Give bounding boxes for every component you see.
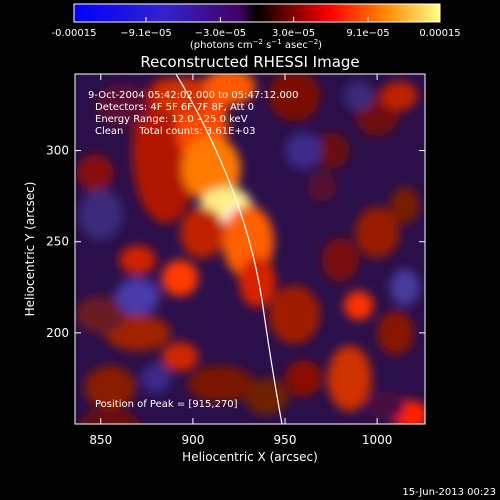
y-axis-ticks: 200 250 300 [46,144,425,340]
heatmap-blob [75,296,127,333]
energy-range-text: Energy Range: 12.0 - 25.0 keV [95,114,248,125]
heatmap-blob [161,341,199,372]
y-tick-label: 300 [46,144,69,158]
heatmap-blob [141,363,171,394]
heatmap-blob [161,259,199,297]
heatmap-blob [285,132,322,169]
heatmap-blob [119,245,157,275]
colorbar [73,3,441,23]
solar-limb-line [175,74,283,424]
peak-position-text: Position of Peak = [915,270] [95,399,238,410]
heatmap-blob [203,74,256,105]
x-tick-label: 900 [181,433,204,447]
x-tick-label: 850 [89,433,112,447]
y-axis-label: Heliocentric Y (arcsec) [23,182,37,317]
annotation-block: 9-Oct-2004 05:42:02.000 to 05:47:12.000 … [88,90,299,410]
heatmap-blob [380,81,418,111]
colorbar-tick-label: -0.00015 [52,28,97,39]
colorbar-tick-label: 3.0e−05 [272,28,315,39]
heatmap-blob [307,172,337,202]
heatmap-blob [238,256,276,308]
heatmap-blob [390,269,420,306]
heatmap-blob [312,132,350,169]
y-tick-label: 200 [46,326,69,340]
heatmap-blob [321,238,359,282]
heatmap-blob [390,187,420,224]
heatmap-blob [154,77,214,115]
heatmap-blob [78,188,123,240]
colorbar-tick-label: −3.0e−05 [195,28,247,39]
method-counts-text: Clean Total counts: 3.61E+03 [95,126,255,137]
footer-date: 15-Jun-2013 00:23 [402,487,496,498]
detectors-text: Detectors: 4F 5F 6F 7F 8F, Att 0 [95,102,254,113]
heatmap-blob [76,154,114,191]
colorbar-unit-label: (photons cm−2 s−1 asec−2) [190,38,322,51]
heatmap-blob [97,83,149,127]
colorbar-tick-label: −9.1e−05 [120,28,172,39]
colorbar-ticks: -0.00015 −9.1e−05 −3.0e−05 3.0e−05 9.1e−05 0.… [52,17,461,39]
x-tick-label: 950 [274,433,297,447]
time-range-text: 9-Oct-2004 05:42:02.000 to 05:47:12.000 [88,90,299,101]
heatmap-blob [343,81,374,111]
heatmap-blob [355,207,400,259]
heatmap-blob [187,365,254,403]
heatmap-blob [181,135,241,202]
x-axis-label: Heliocentric X (arcsec) [182,450,318,464]
heatmap-blob [244,378,289,415]
x-axis-ticks: 850 900 950 1000 [89,74,392,447]
colorbar-tick-label: 0.00015 [419,28,460,39]
colorbar-tick-label: 9.1e−05 [346,28,389,39]
heatmap-blob [367,391,405,421]
y-tick-label: 250 [46,235,69,249]
heatmap-blob [115,278,160,315]
heatmap-blob [268,74,320,122]
heatmap-blob [268,285,321,344]
chart-title: Reconstructed RHESSI Image [140,53,359,71]
heatmap-blob [84,365,136,410]
heatmap-blob [343,290,374,321]
heatmap-blob [80,409,140,424]
x-tick-label: 1000 [362,433,393,447]
heatmap-image [75,74,425,424]
heatmap-blob [285,360,322,397]
heatmap-blob [327,345,372,412]
plot-frame [74,73,426,425]
heatmap-blob [180,207,225,259]
heatmap-blob [377,310,414,355]
